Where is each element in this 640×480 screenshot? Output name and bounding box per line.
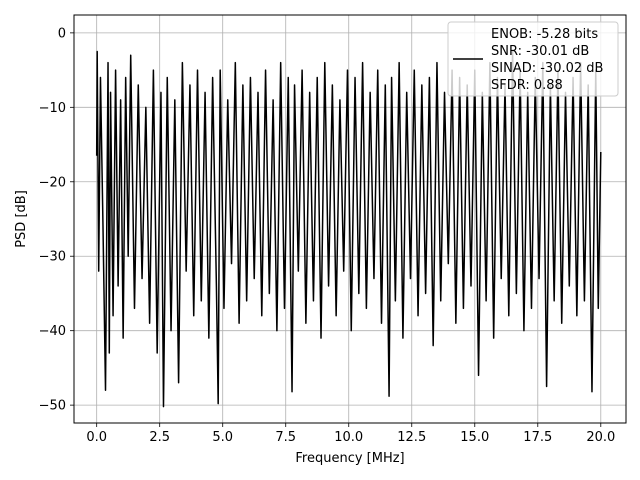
x-axis-ticks: 0.0 2.5 5.0 7.5 10.0 12.5 15.0 17.5 20.0 [86,423,615,445]
legend-enob: ENOB: -5.28 bits [491,27,598,42]
x-tick-label: 20.0 [586,430,615,445]
legend-sinad: SINAD: -30.02 dB [491,61,603,76]
x-tick-label: 2.5 [149,430,170,445]
x-tick-label: 12.5 [397,430,426,445]
y-tick-label: −30 [39,250,66,265]
legend-snr: SNR: -30.01 dB [491,44,589,59]
y-tick-label: −10 [39,101,66,116]
y-tick-label: −40 [39,324,66,339]
x-tick-label: 10.0 [334,430,363,445]
x-tick-label: 15.0 [460,430,489,445]
y-tick-label: −50 [39,399,66,414]
legend: ENOB: -5.28 bits SNR: -30.01 dB SINAD: -… [447,21,619,97]
y-tick-label: −20 [39,175,66,190]
legend-box [447,21,619,97]
legend-sfdr: SFDR: 0.88 [491,78,563,93]
x-axis-label: Frequency [MHz] [295,451,404,466]
y-axis-label: PSD [dB] [14,190,29,248]
y-tick-label: 0 [58,26,66,41]
y-axis-ticks: 0 −10 −20 −30 −40 −50 [39,26,74,414]
x-tick-label: 0.0 [86,430,107,445]
x-tick-label: 17.5 [523,430,552,445]
x-tick-label: 5.0 [212,430,233,445]
plot-frame [73,14,627,424]
x-tick-label: 7.5 [275,430,296,445]
